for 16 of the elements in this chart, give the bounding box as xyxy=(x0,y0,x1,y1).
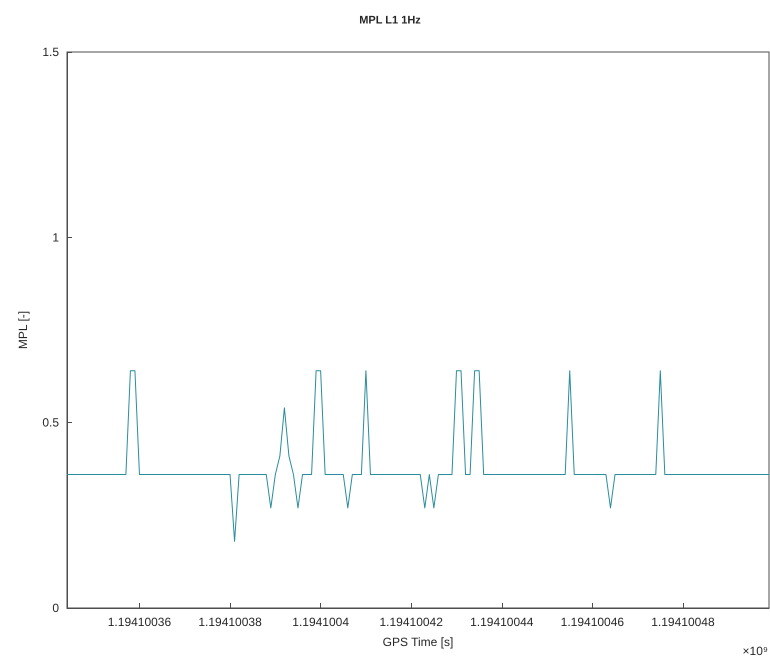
y-tick-label: 0.5 xyxy=(42,416,60,430)
x-tick-label: 1.19410048 xyxy=(651,615,715,629)
x-tick-label: 1.19410036 xyxy=(108,615,172,629)
y-axis-title: MPL [-] xyxy=(16,310,30,350)
chart-title: MPL L1 1Hz xyxy=(359,14,422,26)
x-tick-label: 1.19410042 xyxy=(380,615,444,629)
x-tick-label: 1.1941004 xyxy=(292,615,350,629)
y-tick-label: 1 xyxy=(52,230,60,244)
y-tick-label: 1.5 xyxy=(42,45,60,59)
y-tick-label: 0 xyxy=(52,601,60,615)
x-tick-label: 1.19410044 xyxy=(470,615,534,629)
x-axis-title: GPS Time [s] xyxy=(382,635,454,649)
x-tick-label: 1.19410038 xyxy=(198,615,262,629)
x-tick-label: 1.19410046 xyxy=(560,615,624,629)
line-series xyxy=(66,370,770,542)
text: ×10⁹ xyxy=(742,644,768,658)
